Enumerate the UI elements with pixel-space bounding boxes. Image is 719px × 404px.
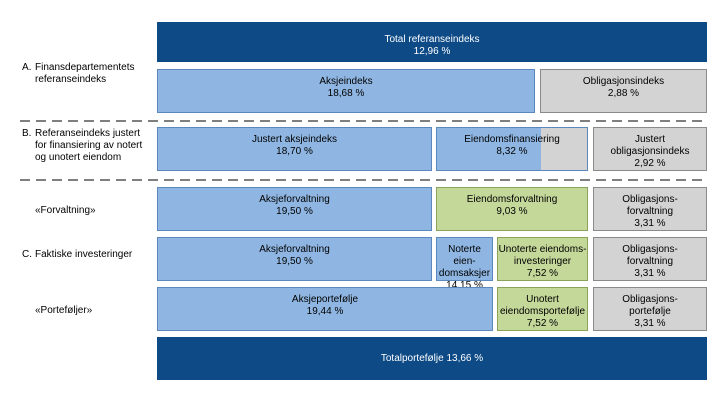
box-text: 19,44 % (306, 306, 344, 317)
box: Unotert eiendomsportefølje 7,52 % (497, 287, 588, 331)
row-label: Faktiske investeringer (35, 249, 132, 261)
row-label: «Forvaltning» (35, 205, 96, 217)
box-text: 7,52 % (526, 318, 559, 329)
row-letter: A. (22, 62, 32, 73)
box-text: Noterte eien- (448, 244, 481, 267)
box-text: Obligasjons- (622, 244, 678, 255)
box-text: domsaksjer (438, 268, 491, 279)
box-text: Totalportefølje 13,66 % (380, 353, 484, 364)
box: Aksjeportefølje 19,44 % (157, 287, 493, 331)
box: Obligasjons-forvaltning 3,31 % (593, 187, 707, 231)
row-label-line: referanseindeks (35, 74, 107, 85)
box-text: 9,03 % (496, 206, 528, 217)
box: Totalportefølje 13,66 % (157, 337, 707, 380)
box-text: forvaltning (626, 206, 674, 217)
box-text: Aksjeindeks (319, 76, 373, 87)
row-label-line: for finansiering av notert (35, 140, 143, 151)
box: Justert aksjeindeks 18,70 % (157, 127, 432, 171)
box: Aksjeforvaltning 19,50 % (157, 187, 432, 231)
box-text: Obligasjons- (622, 194, 678, 205)
box: Total referanseindeks 12,96 % (157, 22, 707, 62)
box-text: 14,15 % (446, 280, 483, 291)
box-text: Total referanseindeks (384, 34, 480, 45)
box-text: Aksjeforvaltning (259, 194, 330, 205)
row-label-line: Finansdepartementets (35, 62, 135, 73)
box-text: Aksjeportefølje (291, 294, 359, 305)
box-text: investeringer (513, 256, 572, 267)
row-label: «Porteføljer» (35, 305, 92, 317)
box-text: portefølje (629, 306, 671, 317)
box: Justert obligasjonsindeks 2,92 % (593, 127, 707, 171)
row-label-line: «Porteføljer» (35, 305, 93, 316)
box-text: 2,88 % (607, 88, 640, 99)
row-label: Referanseindeks justert for finansiering … (35, 128, 142, 164)
row-label: Finansdepartementets referanseindeks (35, 62, 135, 86)
box-text: eiendomsportefølje (499, 306, 586, 317)
box-text: 19,50 % (276, 256, 313, 267)
row-label-line: Faktiske investeringer (35, 249, 133, 260)
box-text: 8,32 % (496, 146, 528, 157)
box-text: 3,31 % (634, 268, 666, 279)
box: Aksjeforvaltning 19,50 % (157, 237, 432, 281)
box: Noterte eien-domsaksjer 14,15 % (436, 237, 493, 291)
row-label-line: og unotert eiendom (35, 152, 122, 163)
box-text: Eiendomsfinansiering (464, 134, 560, 145)
box-text: Aksjeforvaltning (259, 244, 330, 255)
box-text: 18,70 % (276, 146, 313, 157)
box: Eiendomsfinansiering 8,32 % (436, 127, 588, 171)
box-text: Justert (634, 134, 665, 145)
box-text: Obligasjons- (622, 294, 678, 305)
row-label-line: «Forvaltning» (35, 205, 96, 216)
box-text: 3,31 % (634, 218, 666, 229)
box: Eiendomsforvaltning 9,03 % (436, 187, 588, 231)
box-text: Eiendomsforvaltning (466, 194, 558, 205)
box-text: obligasjonsindeks (610, 146, 690, 157)
box: Unoterte eiendoms-investeringer 7,52 % (497, 237, 588, 281)
box: Obligasjons-forvaltning 3,31 % (593, 237, 707, 281)
box-text: 7,52 % (526, 268, 559, 279)
box-text: 18,68 % (327, 88, 365, 99)
box: Obligasjons-portefølje 3,31 % (593, 287, 707, 331)
box-text: 19,50 % (276, 206, 313, 217)
box-text: Unotert (526, 294, 559, 305)
box-text: Unoterte eiendoms- (498, 244, 587, 255)
box-text: 3,31 % (634, 318, 666, 329)
box-text: Obligasjonsindeks (582, 76, 665, 87)
row-letter: C. (22, 249, 32, 260)
row-letter: B. (22, 128, 32, 139)
box: Obligasjonsindeks 2,88 % (540, 69, 707, 113)
box-text: forvaltning (626, 256, 674, 267)
box-text: 2,92 % (634, 158, 666, 169)
box-text: 12,96 % (413, 46, 451, 57)
row-label-line: Referanseindeks justert (35, 128, 141, 139)
box: Aksjeindeks 18,68 % (157, 69, 535, 113)
box-text: Justert aksjeindeks (251, 134, 338, 145)
